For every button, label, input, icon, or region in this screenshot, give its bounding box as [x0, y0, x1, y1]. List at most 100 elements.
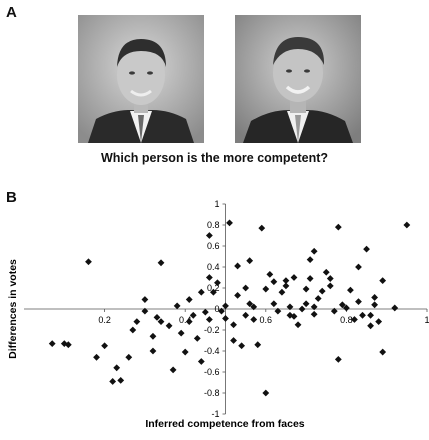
- data-point: [326, 275, 334, 282]
- y-tick-label: -1: [211, 409, 219, 419]
- data-point: [181, 348, 189, 356]
- data-point: [173, 302, 181, 310]
- data-point: [157, 259, 165, 267]
- y-tick-label: 0.4: [207, 262, 220, 272]
- data-point: [347, 286, 354, 294]
- data-point: [218, 307, 225, 315]
- data-point: [113, 364, 121, 372]
- data-point: [290, 274, 298, 281]
- data-point: [205, 274, 213, 281]
- x-tick-label: 1: [424, 315, 429, 325]
- data-point: [379, 348, 387, 356]
- data-point: [310, 310, 318, 318]
- data-point: [214, 279, 221, 287]
- data-point: [371, 301, 379, 309]
- x-tick-label: 0.8: [340, 315, 353, 325]
- data-point: [306, 256, 314, 264]
- y-tick-label: -0.2: [204, 325, 220, 335]
- data-point: [109, 378, 117, 385]
- data-point: [302, 285, 310, 293]
- data-point: [282, 277, 290, 285]
- data-point: [210, 288, 217, 296]
- data-point: [278, 288, 286, 296]
- portrait-left-icon: [78, 15, 204, 143]
- data-point: [242, 311, 250, 319]
- y-tick-label: -0.4: [204, 346, 220, 356]
- data-point: [230, 321, 237, 329]
- data-point: [266, 270, 274, 278]
- competence-question: Which person is the more competent?: [100, 151, 329, 165]
- y-tick-label: 0.2: [207, 283, 220, 293]
- data-point: [141, 296, 149, 303]
- data-point: [367, 311, 374, 319]
- data-point: [149, 332, 157, 340]
- data-point: [359, 311, 366, 319]
- data-point: [242, 284, 250, 292]
- data-point: [270, 278, 278, 286]
- y-tick-label: -0.8: [204, 388, 220, 398]
- panel-b-label: B: [6, 189, 17, 206]
- y-tick-label: 0.6: [207, 241, 220, 251]
- data-point: [286, 303, 294, 311]
- data-point: [197, 288, 205, 296]
- data-point: [334, 356, 342, 363]
- data-point: [391, 304, 399, 312]
- x-axis-label: Inferred competence from faces: [145, 418, 304, 430]
- data-point: [117, 377, 125, 384]
- data-point: [310, 303, 318, 311]
- data-point: [85, 258, 92, 266]
- data-point: [334, 223, 342, 231]
- data-point: [326, 282, 334, 290]
- data-point: [234, 262, 241, 270]
- chart-points: [48, 219, 411, 397]
- data-point: [222, 302, 229, 310]
- data-point: [343, 304, 350, 312]
- data-point: [322, 268, 330, 276]
- data-point: [125, 353, 133, 361]
- data-point: [258, 224, 266, 232]
- data-point: [314, 295, 322, 302]
- data-point: [201, 308, 209, 316]
- data-point: [157, 318, 165, 325]
- data-point: [185, 296, 193, 303]
- data-point: [234, 291, 241, 299]
- data-point: [133, 318, 141, 325]
- data-point: [270, 300, 278, 308]
- data-point: [338, 301, 346, 309]
- data-point: [363, 245, 370, 253]
- data-point: [222, 315, 229, 322]
- y-tick-label: 1: [214, 199, 219, 209]
- data-point: [193, 335, 201, 342]
- data-point: [355, 263, 362, 271]
- y-tick-label: 0: [214, 304, 219, 314]
- data-point: [262, 389, 270, 397]
- data-point: [205, 316, 213, 323]
- data-point: [197, 358, 205, 365]
- y-axis-label: Differences in votes: [7, 259, 19, 359]
- data-point: [246, 257, 254, 265]
- data-point: [282, 282, 290, 290]
- data-point: [129, 326, 137, 334]
- data-point: [355, 298, 362, 306]
- right-portrait-photo: [235, 15, 361, 143]
- data-point: [254, 341, 262, 349]
- data-point: [101, 342, 108, 350]
- data-point: [64, 341, 72, 349]
- left-portrait-photo: [78, 15, 204, 143]
- data-point: [367, 322, 374, 330]
- data-point: [298, 305, 306, 313]
- data-point: [330, 307, 338, 315]
- data-point: [246, 300, 254, 308]
- chart-axes: [24, 204, 427, 414]
- y-tick-label: -0.6: [204, 367, 220, 377]
- data-point: [169, 366, 177, 374]
- data-point: [230, 337, 237, 344]
- data-point: [371, 294, 379, 301]
- data-point: [351, 316, 358, 323]
- data-point: [226, 219, 233, 227]
- data-point: [250, 303, 258, 311]
- y-tick-label: 0.8: [207, 220, 220, 230]
- portrait-right-icon: [235, 15, 361, 143]
- data-point: [93, 353, 100, 361]
